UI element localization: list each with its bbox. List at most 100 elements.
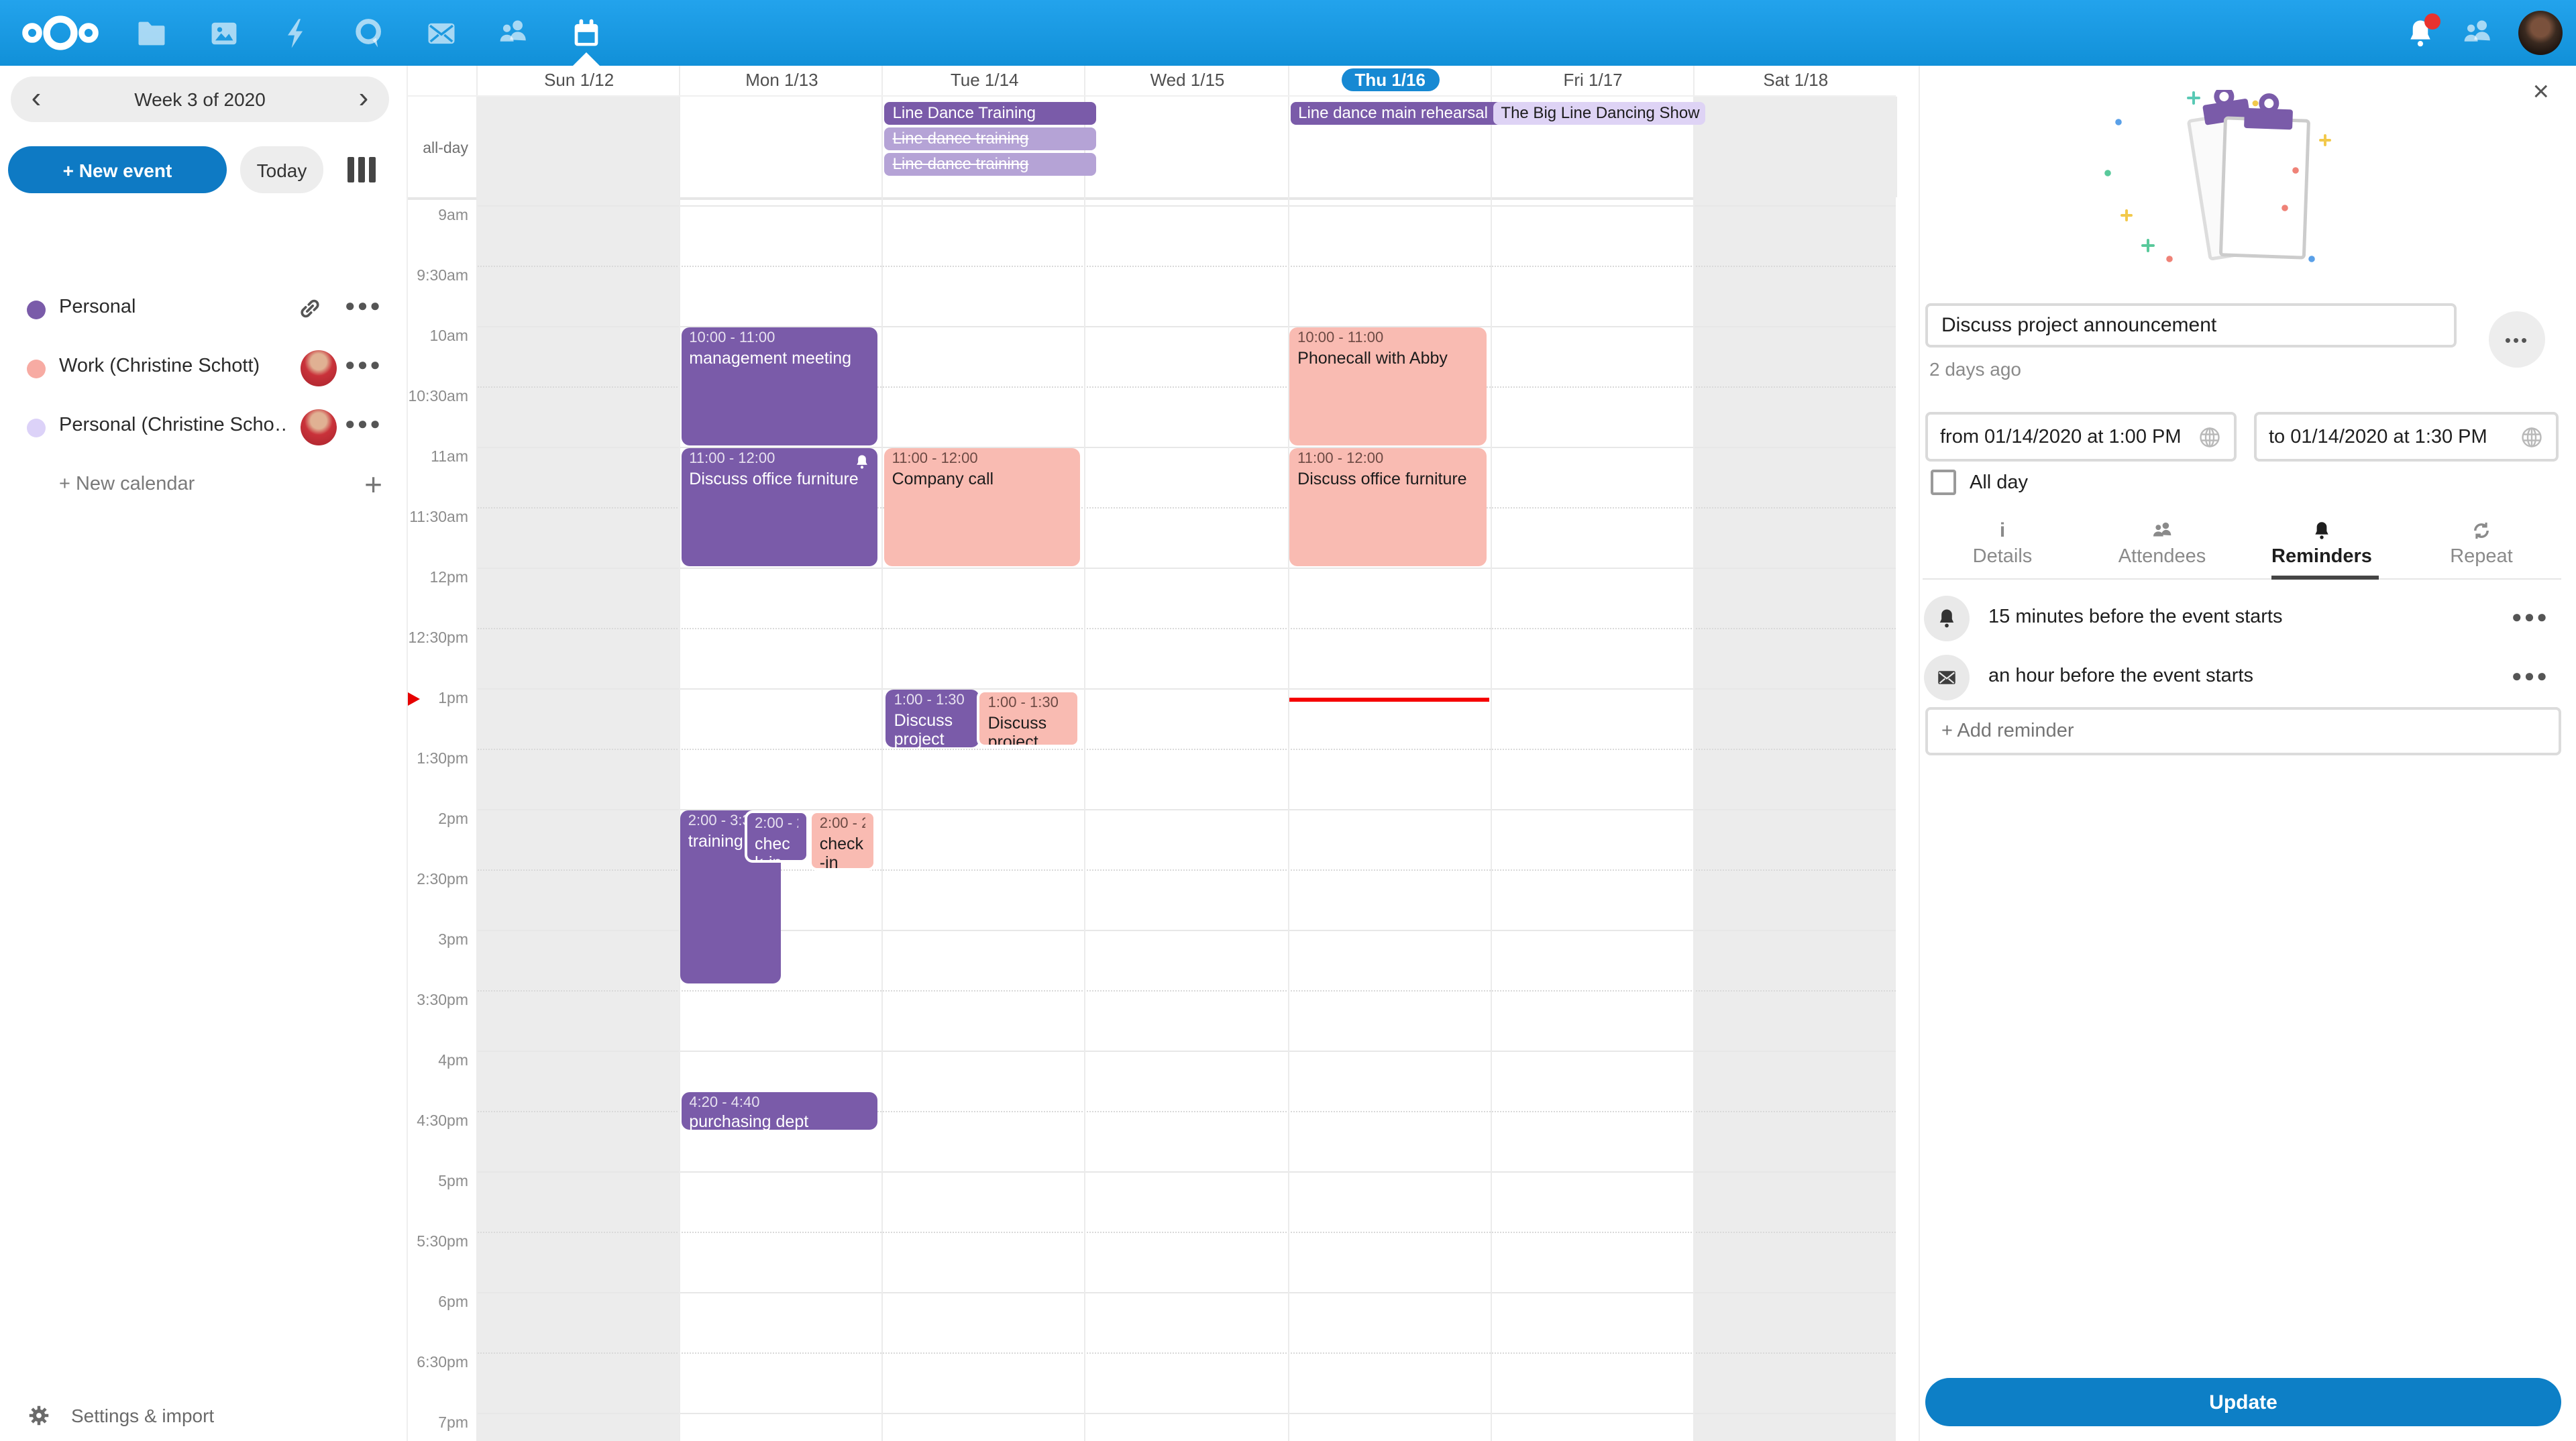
activity-icon[interactable] [260,0,333,66]
time-label: 5:30pm [417,1234,468,1250]
calendar-color-dot [27,360,46,378]
timezone-globe-icon[interactable] [2520,425,2544,449]
all-day-checkbox[interactable]: All day [1931,470,2028,495]
time-label: 12:30pm [408,631,468,647]
attendees-icon [2082,519,2242,546]
contacts-menu-icon[interactable] [2461,15,2496,50]
photos-icon[interactable] [188,0,260,66]
time-label: 3pm [438,932,468,949]
time-label: 10am [429,329,468,345]
calendar-sidebar: ‹ Week 3 of 2020 › + New event Today Per… [0,66,408,1441]
day-header[interactable]: Mon 1/13 [679,66,883,95]
event-more-button[interactable]: ••• [2489,311,2545,368]
event-title-input[interactable] [1925,303,2457,348]
all-day-event[interactable]: Line dance training [884,127,1097,150]
talk-icon[interactable] [333,0,405,66]
mail-icon[interactable] [405,0,478,66]
calendar-event[interactable]: 2:00 - 2:30check-in [744,810,809,862]
calendar-event[interactable]: 4:20 - 4:40 purchasing dept [681,1091,878,1130]
day-header[interactable]: Sun 1/12 [476,66,680,95]
today-button[interactable]: Today [240,146,323,193]
topbar [0,0,2576,66]
files-icon[interactable] [115,0,188,66]
current-time-indicator [1289,698,1489,702]
reminder-row: 15 minutes before the event starts ●●● [1924,594,2560,643]
event-editor-panel: × ••• [1919,66,2576,1441]
info-icon: i [1999,519,2006,542]
checkbox-box [1931,470,1956,495]
tab-reminders[interactable]: Reminders [2242,517,2402,578]
reminder-menu-button[interactable]: ●●● [2511,665,2549,686]
day-header[interactable]: Sat 1/18 [1693,66,1897,95]
all-day-event[interactable]: The Big Line Dancing Show [1493,102,1705,125]
view-switcher-icon[interactable] [347,157,380,189]
all-day-event[interactable]: Line Dance Training [884,102,1097,125]
contacts-icon[interactable] [478,0,550,66]
calendar-event[interactable]: 10:00 - 11:00 Phonecall with Abby [1289,327,1487,445]
week-navigation: ‹ Week 3 of 2020 › [11,76,389,122]
share-link-icon[interactable] [297,295,323,322]
day-header[interactable]: Tue 1/14 [881,66,1086,95]
timezone-globe-icon[interactable] [2198,425,2222,449]
previous-week-button[interactable]: ‹ [31,81,42,114]
tab-repeat[interactable]: Repeat [2402,517,2561,578]
shared-by-avatar [301,409,337,445]
all-day-label: all-day [423,141,468,157]
reminder-menu-button[interactable]: ●●● [2511,606,2549,627]
end-datetime-input[interactable]: to 01/14/2020 at 1:30 PM [2254,412,2559,462]
calendar-event[interactable]: 2:00 - 2:30check-in [808,810,876,871]
plus-icon: + [364,467,382,502]
calendar-event[interactable]: 10:00 - 11:00 management meeting [681,327,878,445]
update-button[interactable]: Update [1925,1378,2561,1426]
time-label: 5pm [438,1174,468,1190]
weekend-shading [476,196,680,1441]
time-label: 4:30pm [417,1114,468,1130]
all-day-row: all-day Line Dance Training Line dance tr… [407,95,1897,200]
calendar-icon[interactable] [550,0,623,66]
start-datetime-input[interactable]: from 01/14/2020 at 1:00 PM [1925,412,2237,462]
day-header[interactable]: Wed 1/15 [1084,66,1289,95]
calendar-color-dot [27,301,46,319]
calendar-color-dot [27,419,46,437]
calendar-event[interactable]: 11:00 - 12:00 Discuss office furniture [1289,448,1487,566]
shared-by-avatar [301,350,337,386]
add-reminder-button[interactable]: + Add reminder [1925,707,2561,755]
calendar-list-item-personal-shared[interactable]: Personal (Christine Scho… ●●● [0,398,407,458]
new-calendar-button[interactable]: + New calendar + [59,467,382,502]
calendar-list-item-personal[interactable]: Personal ●●● [0,280,407,339]
time-label: 3:30pm [417,993,468,1009]
calendar-event[interactable]: 1:00 - 1:30 Discuss project [977,690,1081,747]
day-header[interactable]: Fri 1/17 [1490,66,1694,95]
calendar-menu-button[interactable]: ●●● [344,295,382,315]
tab-attendees[interactable]: Attendees [2082,517,2242,578]
day-header[interactable]: Thu 1/16 [1287,66,1491,95]
active-tab-indicator [2271,576,2379,580]
active-app-indicator [573,52,600,66]
notification-badge [2424,13,2440,29]
calendar-event[interactable]: 11:00 - 12:00 Discuss office furniture [681,448,878,566]
time-label: 1:30pm [417,751,468,767]
calendar-menu-button[interactable]: ●●● [344,354,382,374]
user-avatar[interactable] [2518,11,2563,55]
weekend-shading [476,97,680,197]
new-event-button[interactable]: + New event [8,146,227,193]
calendar-menu-button[interactable]: ●●● [344,413,382,433]
settings-import-button[interactable]: Settings & import [27,1403,214,1428]
notifications-bell-icon[interactable] [2403,13,2440,50]
week-label[interactable]: Week 3 of 2020 [134,89,266,110]
calendar-list-item-work[interactable]: Work (Christine Schott) ●●● [0,339,407,398]
all-day-event[interactable]: Line dance training [884,153,1097,176]
nextcloud-logo[interactable] [19,12,102,54]
tab-details[interactable]: i Details [1923,517,2082,578]
next-week-button[interactable]: › [358,81,369,114]
time-label: 12pm [429,570,468,586]
day-headers-row: Sun 1/12 Mon 1/13 Tue 1/14 Wed 1/15 Thu 1/16… [407,66,1896,95]
close-icon[interactable]: × [2532,76,2549,107]
all-day-event[interactable]: Line dance main rehearsal [1290,102,1503,125]
bell-icon [2242,519,2402,546]
event-reminder-bell-icon [857,455,868,469]
time-label: 7pm [438,1416,468,1432]
calendar-event[interactable]: 11:00 - 12:00 Company call [883,448,1081,566]
